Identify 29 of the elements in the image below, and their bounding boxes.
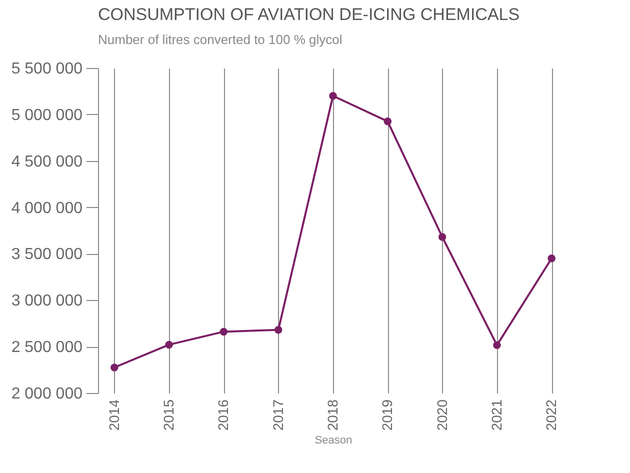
x-axis-title: Season	[314, 434, 352, 447]
point	[220, 328, 228, 336]
x-tick-label: 2016	[215, 399, 232, 431]
y-tick-label: 5 000 000	[11, 106, 83, 124]
y-tick-label: 3 000 000	[11, 292, 83, 310]
x-tick-label: 2022	[543, 399, 560, 431]
y-tick-label: 2 000 000	[11, 386, 83, 402]
x-tick-label: 2021	[488, 399, 504, 431]
point	[329, 92, 337, 100]
point	[548, 254, 556, 262]
x-tick-label: 2017	[270, 399, 286, 431]
y-tick-label: 5 500 000	[11, 60, 83, 78]
x-tick-label: 2015	[160, 399, 177, 431]
chart-subtitle: Number of litres converted to 100 % glycol	[98, 32, 342, 47]
point	[438, 233, 446, 241]
y-tick-label: 2 500 000	[11, 339, 83, 356]
chart-title: CONSUMPTION OF AVIATION DE-ICING CHEMICALS	[98, 5, 520, 24]
x-tick-label: 2018	[324, 399, 340, 431]
y-tick-label: 3 500 000	[11, 246, 83, 264]
x-tick-label: 2019	[379, 399, 396, 431]
point	[274, 326, 282, 334]
point	[493, 341, 501, 350]
point	[384, 118, 392, 126]
x-tick-label: 2014	[106, 399, 122, 431]
y-tick-label: 4 500 000	[11, 153, 83, 170]
point	[110, 364, 118, 372]
point	[165, 340, 173, 349]
x-tick-label: 2020	[434, 399, 450, 431]
y-tick-label: 4 000 000	[11, 200, 83, 217]
